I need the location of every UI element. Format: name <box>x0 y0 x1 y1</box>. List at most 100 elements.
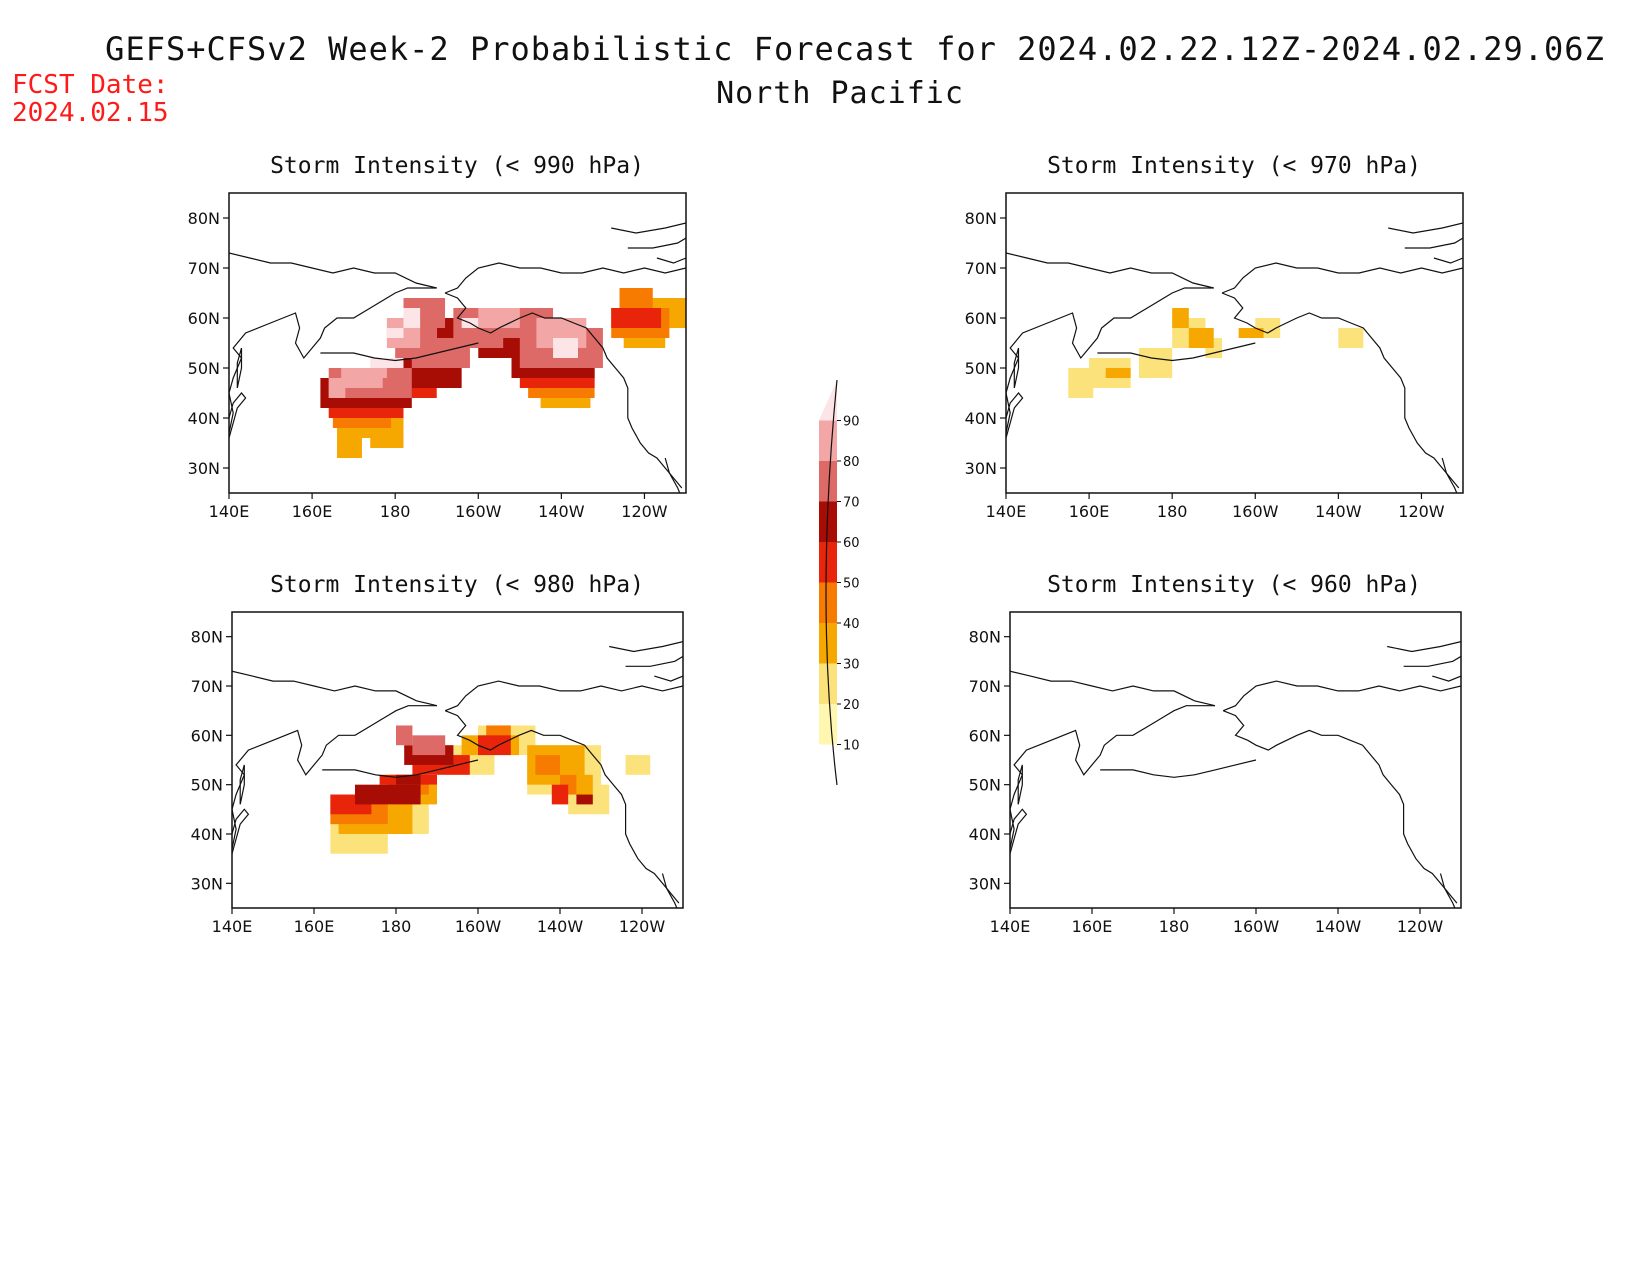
coastline <box>1222 680 1461 712</box>
map-area <box>1006 222 1463 493</box>
lat-tick-label: 80N <box>965 209 997 228</box>
coastline <box>229 252 437 289</box>
map-frame <box>231 611 684 909</box>
panel-title: Storm Intensity (< 970 hPa) <box>1047 153 1421 179</box>
probability-cell <box>1338 328 1364 348</box>
colorbar: 10 20 30 40 50 60 70 80 90 <box>819 379 860 786</box>
probability-cell <box>370 358 404 368</box>
coastline <box>229 392 247 439</box>
coastline <box>656 257 686 264</box>
coastline <box>1222 710 1458 904</box>
lat-tick-label: 70N <box>191 677 223 696</box>
probability-cell <box>576 794 593 805</box>
lat-tick-label: 50N <box>965 359 997 378</box>
probability-cell <box>1238 328 1264 338</box>
probability-cell <box>553 338 578 358</box>
map-panel: Storm Intensity (< 960 hPa) 80N 70N 60N 50N 4… <box>969 572 1462 936</box>
probability-cell <box>619 288 653 308</box>
map-frame <box>228 192 687 494</box>
colorbar-swatch <box>819 461 837 502</box>
coastline <box>444 292 683 489</box>
panel-title: Storm Intensity (< 980 hPa) <box>270 572 644 598</box>
forecast-date-label: FCST Date: <box>12 70 169 100</box>
coastline <box>609 641 683 653</box>
probability-cell <box>337 428 362 458</box>
coastline <box>1100 759 1257 778</box>
coastline <box>1013 347 1020 389</box>
colorbar-swatch <box>819 623 837 664</box>
probability-cell <box>1188 328 1214 348</box>
lat-tick-label: 40N <box>191 825 223 844</box>
colorbar-tick-label: 10 <box>843 739 860 754</box>
lat-tick-label: 80N <box>969 628 1001 647</box>
lat-tick-label: 50N <box>191 776 223 795</box>
page-title: GEFS+CFSv2 Week-2 Probabilistic Forecast… <box>105 30 1605 68</box>
lon-tick-label: 140E <box>990 917 1031 936</box>
lon-tick-label: 140W <box>1315 502 1362 521</box>
lon-tick-label: 140E <box>212 917 253 936</box>
lat-tick-label: 50N <box>188 359 220 378</box>
probability-cell <box>1105 368 1131 378</box>
coastline <box>232 705 437 849</box>
probability-cell <box>478 735 511 756</box>
lat-tick-label: 70N <box>965 259 997 278</box>
coastline <box>232 670 438 707</box>
probability-cell <box>478 308 520 328</box>
lat-tick-label: 30N <box>969 874 1001 893</box>
probability-cell <box>396 774 421 785</box>
probability-cell <box>328 378 346 398</box>
map-panel: Storm Intensity (< 980 hPa) 80N 70N 60N 50N 4… <box>191 572 684 936</box>
lat-tick-label: 60N <box>191 726 223 745</box>
coastline <box>444 710 680 904</box>
lon-tick-label: 140E <box>209 502 250 521</box>
lon-tick-label: 140W <box>537 917 584 936</box>
coastline <box>1010 808 1028 854</box>
coastline <box>654 675 683 682</box>
colorbar-swatch <box>819 501 837 542</box>
coastline <box>444 680 683 712</box>
probability-cell <box>412 735 446 756</box>
colorbar-cap-top <box>819 380 837 421</box>
coastline <box>664 457 681 493</box>
coastline <box>239 764 245 805</box>
lat-tick-label: 40N <box>188 409 220 428</box>
colorbar-swatch <box>819 420 837 461</box>
lon-tick-label: 180 <box>1159 917 1190 936</box>
coastline <box>444 262 686 294</box>
coastline <box>229 287 437 434</box>
lat-tick-label: 70N <box>188 259 220 278</box>
page-subtitle: North Pacific <box>716 76 964 111</box>
panel-title: Storm Intensity (< 960 hPa) <box>1047 572 1421 598</box>
map-panel: Storm Intensity (< 990 hPa) 80N 70N 60N 50N 4… <box>188 153 687 521</box>
lon-tick-label: 120W <box>621 502 668 521</box>
probability-cell <box>403 308 421 328</box>
coastline <box>611 222 686 234</box>
lat-tick-label: 80N <box>188 209 220 228</box>
coastline <box>1221 262 1463 294</box>
coastline <box>1403 655 1461 667</box>
colorbar-outline <box>825 379 838 786</box>
colorbar-tick-label: 60 <box>843 536 860 551</box>
colorbar-tick-label: 30 <box>843 658 860 673</box>
coastline <box>320 342 479 362</box>
coastline <box>1006 287 1214 434</box>
probability-cell <box>396 725 413 746</box>
probability-cell <box>1172 308 1189 328</box>
lat-tick-label: 80N <box>191 628 223 647</box>
coastline <box>1010 670 1216 707</box>
colorbar-tick-label: 80 <box>843 455 860 470</box>
lon-tick-label: 140E <box>986 502 1027 521</box>
lat-tick-label: 50N <box>969 776 1001 795</box>
lon-tick-label: 160W <box>1233 917 1280 936</box>
lon-tick-label: 120W <box>1397 917 1444 936</box>
map-panel: Storm Intensity (< 970 hPa) 80N 70N 60N 50N 4… <box>965 153 1464 521</box>
colorbar-tick-label: 20 <box>843 698 860 713</box>
colorbar-tick-label: 70 <box>843 496 860 511</box>
coastline <box>322 759 479 778</box>
probability-cell <box>1138 348 1173 378</box>
probability-cell <box>355 784 421 805</box>
lon-tick-label: 120W <box>619 917 666 936</box>
lon-tick-label: 120W <box>1398 502 1445 521</box>
coastline <box>1010 705 1215 849</box>
coastline <box>627 237 686 249</box>
